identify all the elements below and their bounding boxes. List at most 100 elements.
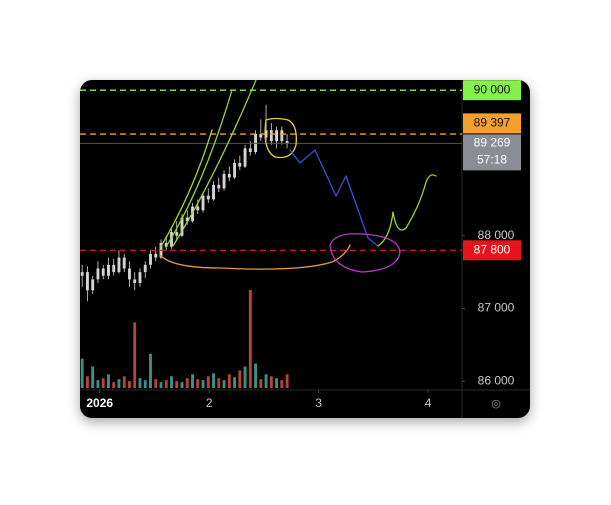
volume-bar bbox=[154, 379, 158, 388]
candle-body bbox=[143, 264, 147, 273]
candle-body bbox=[80, 272, 84, 276]
volume-bar bbox=[185, 378, 189, 388]
candle-body bbox=[154, 253, 158, 258]
candle-body bbox=[201, 195, 205, 211]
drawn-circle bbox=[329, 233, 401, 273]
volume-bar bbox=[180, 382, 184, 388]
drawn-projection bbox=[289, 149, 379, 247]
current-price-value: 89 269 bbox=[474, 136, 511, 150]
candle-body bbox=[128, 268, 131, 280]
volume-bar bbox=[285, 374, 289, 388]
candle-body bbox=[243, 148, 247, 167]
candle-body bbox=[259, 133, 263, 138]
volume-bar bbox=[248, 290, 252, 388]
x-tick-label: 2 bbox=[206, 396, 213, 410]
candle-body bbox=[133, 279, 137, 284]
volume-bar bbox=[280, 380, 284, 388]
volume-bar bbox=[264, 374, 268, 388]
candle-body bbox=[233, 162, 236, 178]
volume-bar bbox=[107, 374, 110, 388]
candle-body bbox=[101, 268, 105, 276]
candle-body bbox=[85, 272, 89, 291]
countdown: 57:18 bbox=[477, 153, 507, 167]
candle-body bbox=[269, 130, 273, 142]
candle-body bbox=[227, 173, 231, 178]
level-label-box bbox=[463, 240, 521, 261]
candle-body bbox=[91, 279, 95, 291]
volume-bar bbox=[269, 376, 273, 388]
volume-bar bbox=[227, 374, 231, 388]
candle-body bbox=[222, 173, 226, 189]
candle-body bbox=[138, 272, 142, 284]
candle-body bbox=[280, 130, 284, 142]
volume-bar bbox=[170, 376, 173, 388]
x-tick-label: 2026 bbox=[86, 396, 113, 410]
candle-body bbox=[122, 257, 126, 269]
drawn-trend-line bbox=[159, 129, 213, 249]
level-label: 89 397 bbox=[474, 116, 511, 130]
volume-bar bbox=[143, 380, 147, 388]
candle-body bbox=[96, 268, 100, 280]
current-price-label bbox=[463, 134, 521, 171]
candle-body bbox=[112, 264, 116, 273]
candle-body bbox=[217, 184, 221, 189]
volume-bar bbox=[138, 378, 142, 388]
candle-body bbox=[180, 217, 184, 236]
volume-bar bbox=[196, 379, 200, 388]
drawn-trend-line bbox=[172, 80, 257, 247]
volume-bar bbox=[206, 376, 210, 388]
level-label: 87 800 bbox=[474, 242, 511, 256]
volume-bar bbox=[96, 380, 100, 388]
candle-body bbox=[248, 148, 252, 153]
level-label-box bbox=[463, 113, 521, 134]
volume-bar bbox=[133, 322, 137, 388]
candle-body bbox=[175, 232, 179, 236]
volume-bar bbox=[233, 377, 236, 388]
volume-bar bbox=[259, 379, 263, 388]
volume-bar bbox=[191, 374, 194, 388]
volume-bar bbox=[238, 370, 242, 388]
volume-bar bbox=[212, 373, 215, 388]
y-tick-label: 87 000 bbox=[478, 301, 515, 315]
volume-bar bbox=[159, 382, 163, 388]
candle-body bbox=[164, 243, 168, 247]
volume-bar bbox=[117, 379, 121, 388]
volume-bar bbox=[122, 376, 126, 388]
candle-body bbox=[185, 217, 189, 222]
candle-body bbox=[196, 206, 200, 211]
volume-bar bbox=[112, 382, 116, 388]
candle-body bbox=[212, 184, 215, 200]
volume-bar bbox=[149, 353, 152, 388]
candle-body bbox=[170, 232, 173, 247]
volume-bar bbox=[217, 378, 221, 388]
drawn-curve bbox=[159, 244, 351, 270]
level-label-box bbox=[463, 80, 521, 101]
annotations bbox=[159, 80, 437, 273]
volume-bar bbox=[275, 378, 279, 388]
drawn-projection bbox=[377, 174, 437, 247]
volume-bar bbox=[128, 381, 131, 388]
volume-bar bbox=[175, 381, 179, 388]
volume-bar bbox=[101, 378, 105, 388]
volume-bar bbox=[201, 380, 205, 388]
y-tick-label: 88 000 bbox=[478, 228, 515, 242]
candle-body bbox=[206, 195, 210, 200]
candle-body bbox=[285, 141, 289, 144]
volume-bar bbox=[164, 380, 168, 388]
x-tick-label: 3 bbox=[315, 396, 322, 410]
volume-bar bbox=[222, 380, 226, 388]
volume-bar bbox=[243, 366, 247, 388]
volume-bar bbox=[80, 358, 84, 388]
drawn-circle bbox=[264, 117, 297, 159]
drawn-trend-line bbox=[165, 89, 233, 248]
level-label: 90 000 bbox=[474, 82, 511, 96]
y-tick-label: 86 000 bbox=[478, 373, 515, 387]
volume-bar bbox=[254, 363, 258, 388]
plot-area bbox=[80, 89, 462, 388]
volume-bar bbox=[91, 366, 95, 388]
candle-body bbox=[275, 130, 279, 142]
settings-icon[interactable]: ◎ bbox=[491, 398, 501, 410]
candle-body bbox=[117, 257, 121, 273]
